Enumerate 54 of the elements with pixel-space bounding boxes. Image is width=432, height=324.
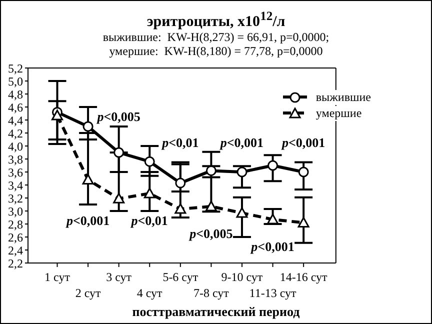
point [175,178,186,188]
x-tick-label: 5-6 сут [162,270,199,284]
x-tick-label: 14-16 сут [280,270,328,284]
legend-label: умершие [316,106,362,120]
point [82,174,94,185]
annotation: p<0,005 [188,226,234,241]
y-tick-label: 4,8 [8,87,23,102]
y-tick-label: 5,2 [8,61,23,76]
annotation: p<0,001 [250,238,294,254]
annotation: p<0,001 [65,212,110,228]
point [144,156,155,167]
point [82,121,94,132]
point [236,207,248,218]
point [144,188,156,198]
y-tick-label: 5,0 [8,74,23,88]
x-tick-label: 3 сут [106,270,132,284]
y-tick-label: 4,4 [8,113,23,128]
annotation: p<0,005 [96,108,141,124]
y-tick-label: 3,6 [8,165,23,180]
x-tick-label: 4 сут [136,286,164,300]
point [114,147,124,158]
x-axis-title: посттравматический период [131,304,301,320]
x-tick-label: 9-10 сут [221,270,264,284]
point [267,214,279,224]
x-tick-label: 1 сут [44,270,71,284]
point [52,110,63,120]
y-tick-label: 3,4 [8,178,23,192]
annotation: p<0,01 [161,134,199,150]
y-tick-label: 4,0 [8,139,23,154]
y-tick-label: 3,2 [8,191,23,206]
x-tick-label: 11-13 сут [249,286,298,300]
y-tick-label: 3,8 [8,152,23,166]
chart-title: эритроциты, x10$^{12}$/л [146,9,286,31]
point [174,203,186,214]
point [298,216,310,228]
y-tick-label: 2,2 [8,256,23,270]
annotation: p<0,01 [130,212,168,228]
y-tick-label: 2,6 [8,230,23,244]
x-tick-label: 2 сут [75,286,102,300]
chart-subtitle: выжившие: KW-H(8,273) = 66,91, p=0,0000; умершие: KW-H(8,180) = 77,78, p=0,0000 [102,30,330,59]
y-tick-label: 3,0 [8,204,23,218]
y-tick-label: 2,4 [8,243,23,258]
y-tick-label: 4,2 [8,126,23,140]
y-tick-label: 4,6 [8,100,23,114]
legend-label: выжившие [316,90,371,104]
point [205,200,217,212]
annotation: p<0,001 [219,134,264,150]
point [113,192,125,204]
y-tick-label: 2,8 [8,217,23,232]
annotation: p<0,001 [280,134,326,150]
point [268,160,278,171]
x-tick-label: 7-8 сут [193,286,230,300]
point [236,166,248,178]
point [298,166,309,178]
